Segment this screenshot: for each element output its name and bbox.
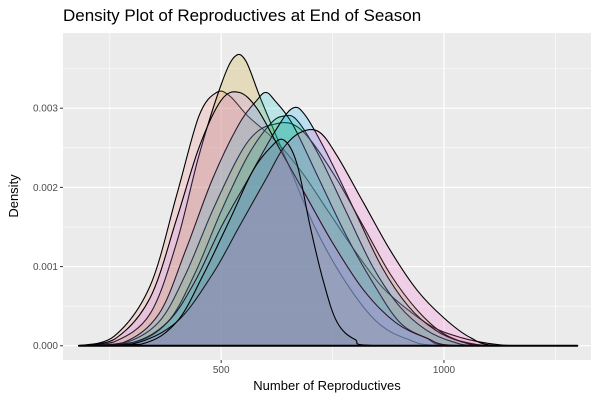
x-tick-label: 500 — [213, 365, 230, 376]
y-axis-title: Density — [6, 174, 21, 218]
density-area-7 — [78, 91, 579, 347]
density-area-8 — [78, 128, 579, 347]
density-area-2 — [78, 53, 579, 347]
x-axis-title: Number of Reproductives — [253, 378, 401, 393]
x-axis-ticks: 500 1000 — [213, 360, 456, 376]
y-tick-label: 0.002 — [33, 183, 58, 194]
density-area-9 — [78, 138, 579, 347]
x-tick-label: 1000 — [433, 365, 456, 376]
density-areas — [78, 53, 579, 347]
y-axis-ticks: 0.000 0.001 0.002 0.003 — [33, 104, 63, 352]
y-tick-label: 0.001 — [33, 262, 58, 273]
chart-title: Density Plot of Reproductives at End of … — [63, 6, 421, 25]
y-tick-label: 0.003 — [33, 104, 58, 115]
y-tick-label: 0.000 — [33, 341, 58, 352]
density-area-6 — [78, 106, 579, 347]
density-area-1 — [78, 90, 579, 347]
grid-minor — [63, 33, 591, 360]
